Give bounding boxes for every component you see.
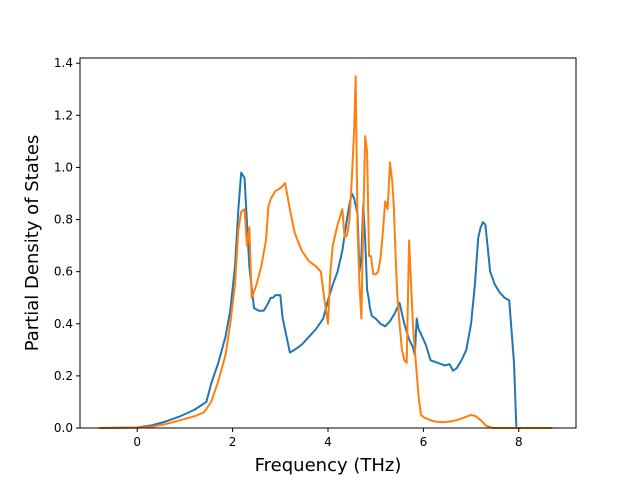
series-layer	[99, 75, 553, 429]
y-tick-label: 0.0	[54, 421, 73, 435]
y-tick-label: 0.4	[54, 317, 73, 331]
y-tick-label: 0.8	[54, 213, 73, 227]
x-tick-label: 4	[324, 435, 332, 449]
x-tick-label: 6	[420, 435, 428, 449]
x-tick-label: 0	[133, 435, 141, 449]
series-line-1	[99, 171, 553, 429]
plot-area	[80, 58, 576, 428]
series-line-2	[99, 75, 553, 429]
y-tick-label: 1.0	[54, 160, 73, 174]
x-ticks: 0 2 4 6 8	[133, 428, 523, 449]
y-tick-label: 0.2	[54, 369, 73, 383]
x-tick-label: 2	[229, 435, 237, 449]
y-tick-label: 1.2	[54, 108, 73, 122]
y-tick-label: 0.6	[54, 265, 73, 279]
y-axis-label: Partial Density of States	[22, 135, 43, 352]
y-ticks: 0.0 0.2 0.4 0.6 0.8 1.0 1.2 1.4	[54, 56, 80, 435]
x-axis-label: Frequency (THz)	[255, 455, 402, 476]
x-tick-label: 8	[515, 435, 523, 449]
y-tick-label: 1.4	[54, 56, 73, 70]
